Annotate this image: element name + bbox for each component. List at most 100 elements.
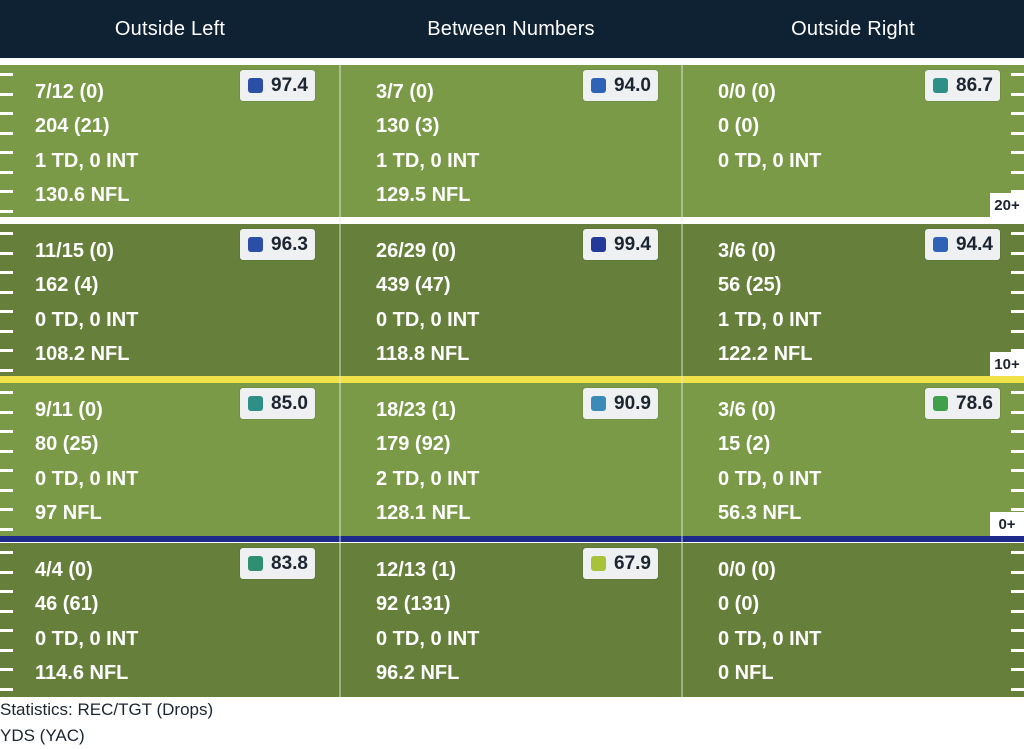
stat-yds: 439 (47) — [376, 274, 451, 297]
zone-cell[interactable]: 18/23 (1) 179 (92) 2 TD, 0 INT 128.1 NFL 90.… — [341, 383, 682, 536]
passing-field-chart: 7/12 (0) 204 (21) 1 TD, 0 INT 130.6 NFL 97.4… — [0, 65, 1024, 697]
stat-yds: 162 (4) — [35, 274, 99, 297]
right-hash-mark — [1011, 251, 1024, 255]
stat-rec: 11/15 (0) — [35, 240, 114, 262]
grade-color-swatch — [933, 78, 949, 93]
stat-td: 1 TD, 0 INT — [376, 149, 480, 172]
right-hash-mark — [1011, 290, 1024, 294]
stat-yds: 15 (2) — [718, 433, 771, 456]
grade-color-swatch — [591, 78, 607, 93]
left-hash-mark — [0, 508, 13, 511]
stat-td: 2 TD, 0 INT — [376, 467, 480, 490]
left-hash-mark — [0, 73, 13, 76]
stat-td: 1 TD, 0 INT — [35, 149, 139, 172]
cell-stats: 3/7 (0) 130 (3) 1 TD, 0 INT 129.5 NFL — [376, 75, 479, 212]
left-hash-mark — [0, 329, 13, 333]
stat-rec: 3/7 (0) — [376, 81, 434, 103]
right-hash-mark — [1011, 190, 1024, 193]
stat-nfl: 128.1 NFL — [376, 501, 471, 524]
grade-badge: 97.4 — [240, 70, 315, 101]
right-hash-mark — [1011, 551, 1024, 554]
left-hash-mark — [0, 349, 13, 352]
right-hash-mark — [1011, 508, 1024, 511]
grade-badge: 83.8 — [240, 548, 315, 579]
stat-td: 0 TD, 0 INT — [35, 467, 139, 490]
right-hash-mark — [1011, 112, 1024, 115]
grade-value: 96.3 — [271, 233, 308, 255]
stat-td: 0 TD, 0 INT — [718, 467, 822, 490]
depth-zone: 7/12 (0) 204 (21) 1 TD, 0 INT 130.6 NFL 97.4… — [0, 65, 1024, 217]
stat-rec: 7/12 (0) — [35, 81, 104, 103]
grade-badge: 96.3 — [240, 229, 315, 260]
stat-nfl: 114.6 NFL — [35, 661, 129, 684]
zone-cell[interactable]: 4/4 (0) 46 (61) 0 TD, 0 INT 114.6 NFL 83.8 — [0, 543, 340, 697]
grade-color-swatch — [248, 396, 264, 411]
column-divider-line — [339, 65, 341, 697]
yard-depth-label: 10+ — [990, 352, 1024, 376]
zone-cell[interactable]: 3/6 (0) 56 (25) 1 TD, 0 INT 122.2 NFL 94.4 — [683, 224, 1024, 376]
grade-value: 85.0 — [271, 392, 308, 414]
grade-badge: 67.9 — [583, 548, 658, 579]
left-hash-mark — [0, 469, 13, 472]
cell-stats: 11/15 (0) 162 (4) 0 TD, 0 INT 108.2 NFL — [35, 234, 138, 371]
right-hash-mark — [1011, 92, 1024, 96]
grade-badge: 90.9 — [583, 388, 658, 419]
legend-line-rec-tgt: Statistics: REC/TGT (Drops) — [0, 700, 214, 719]
zone-cell[interactable]: 9/11 (0) 80 (25) 0 TD, 0 INT 97 NFL 85.0 — [0, 383, 340, 536]
stat-yds: 56 (25) — [718, 274, 782, 297]
zone-cell[interactable]: 7/12 (0) 204 (21) 1 TD, 0 INT 130.6 NFL 97.4 — [0, 65, 340, 217]
yard-depth-label: 0+ — [990, 512, 1024, 536]
stat-nfl: 129.5 NFL — [376, 183, 471, 206]
stat-yds: 46 (61) — [35, 593, 99, 616]
left-hash-mark — [0, 648, 13, 652]
stat-rec: 3/6 (0) — [718, 240, 776, 262]
column-divider-line — [681, 65, 683, 697]
right-hash-mark — [1011, 629, 1024, 632]
grade-badge: 94.4 — [925, 229, 1000, 260]
grade-color-swatch — [248, 556, 264, 571]
grade-value: 86.7 — [956, 74, 993, 96]
stat-nfl: 96.2 NFL — [376, 661, 460, 684]
zone-cell[interactable]: 3/7 (0) 130 (3) 1 TD, 0 INT 129.5 NFL 94.0 — [341, 65, 682, 217]
stat-td: 0 TD, 0 INT — [718, 149, 822, 172]
zone-cell[interactable]: 0/0 (0) 0 (0) 0 TD, 0 INT 86.7 — [683, 65, 1024, 217]
grade-value: 97.4 — [271, 74, 308, 96]
left-hash-mark — [0, 687, 13, 691]
stat-nfl: 0 NFL — [718, 661, 774, 684]
cell-stats: 18/23 (1) 179 (92) 2 TD, 0 INT 128.1 NFL — [376, 393, 479, 530]
grade-color-swatch — [933, 396, 949, 411]
left-hash-mark — [0, 629, 13, 632]
stat-td: 0 TD, 0 INT — [35, 308, 139, 331]
depth-zone: 11/15 (0) 162 (4) 0 TD, 0 INT 108.2 NFL 96.3… — [0, 224, 1024, 376]
grade-color-swatch — [591, 237, 607, 252]
left-hash-mark — [0, 190, 13, 193]
right-hash-mark — [1011, 609, 1024, 613]
stat-rec: 4/4 (0) — [35, 559, 93, 581]
cell-stats: 26/29 (0) 439 (47) 0 TD, 0 INT 118.8 NFL — [376, 234, 479, 371]
stat-yds: 0 (0) — [718, 115, 760, 138]
left-hash-mark — [0, 551, 13, 554]
right-hash-mark — [1011, 131, 1024, 135]
stat-td: 1 TD, 0 INT — [718, 308, 822, 331]
legend-line-yds-yac: YDS (YAC) — [0, 726, 85, 745]
grade-value: 94.0 — [614, 74, 651, 96]
left-hash-mark — [0, 232, 13, 235]
column-header-bar: Outside Left Between Numbers Outside Rig… — [0, 0, 1024, 58]
right-hash-mark — [1011, 590, 1024, 593]
zone-cell[interactable]: 0/0 (0) 0 (0) 0 TD, 0 INT 0 NFL — [683, 543, 1024, 697]
right-hash-mark — [1011, 232, 1024, 235]
right-hash-mark — [1011, 469, 1024, 472]
left-hash-mark — [0, 527, 13, 531]
stat-td: 0 TD, 0 INT — [35, 627, 139, 650]
left-hash-mark — [0, 290, 13, 294]
zone-cell[interactable]: 3/6 (0) 15 (2) 0 TD, 0 INT 56.3 NFL 78.6 — [683, 383, 1024, 536]
stat-nfl: 97 NFL — [35, 501, 102, 524]
stat-rec: 3/6 (0) — [718, 399, 776, 421]
zone-cell[interactable]: 11/15 (0) 162 (4) 0 TD, 0 INT 108.2 NFL 96.3 — [0, 224, 340, 376]
twenty-yard-line — [0, 217, 1024, 224]
grade-value: 67.9 — [614, 552, 651, 574]
right-hash-mark — [1011, 391, 1024, 394]
grade-color-swatch — [933, 237, 949, 252]
zone-cell[interactable]: 26/29 (0) 439 (47) 0 TD, 0 INT 118.8 NFL 99.… — [341, 224, 682, 376]
zone-cell[interactable]: 12/13 (1) 92 (131) 0 TD, 0 INT 96.2 NFL 67.9 — [341, 543, 682, 697]
